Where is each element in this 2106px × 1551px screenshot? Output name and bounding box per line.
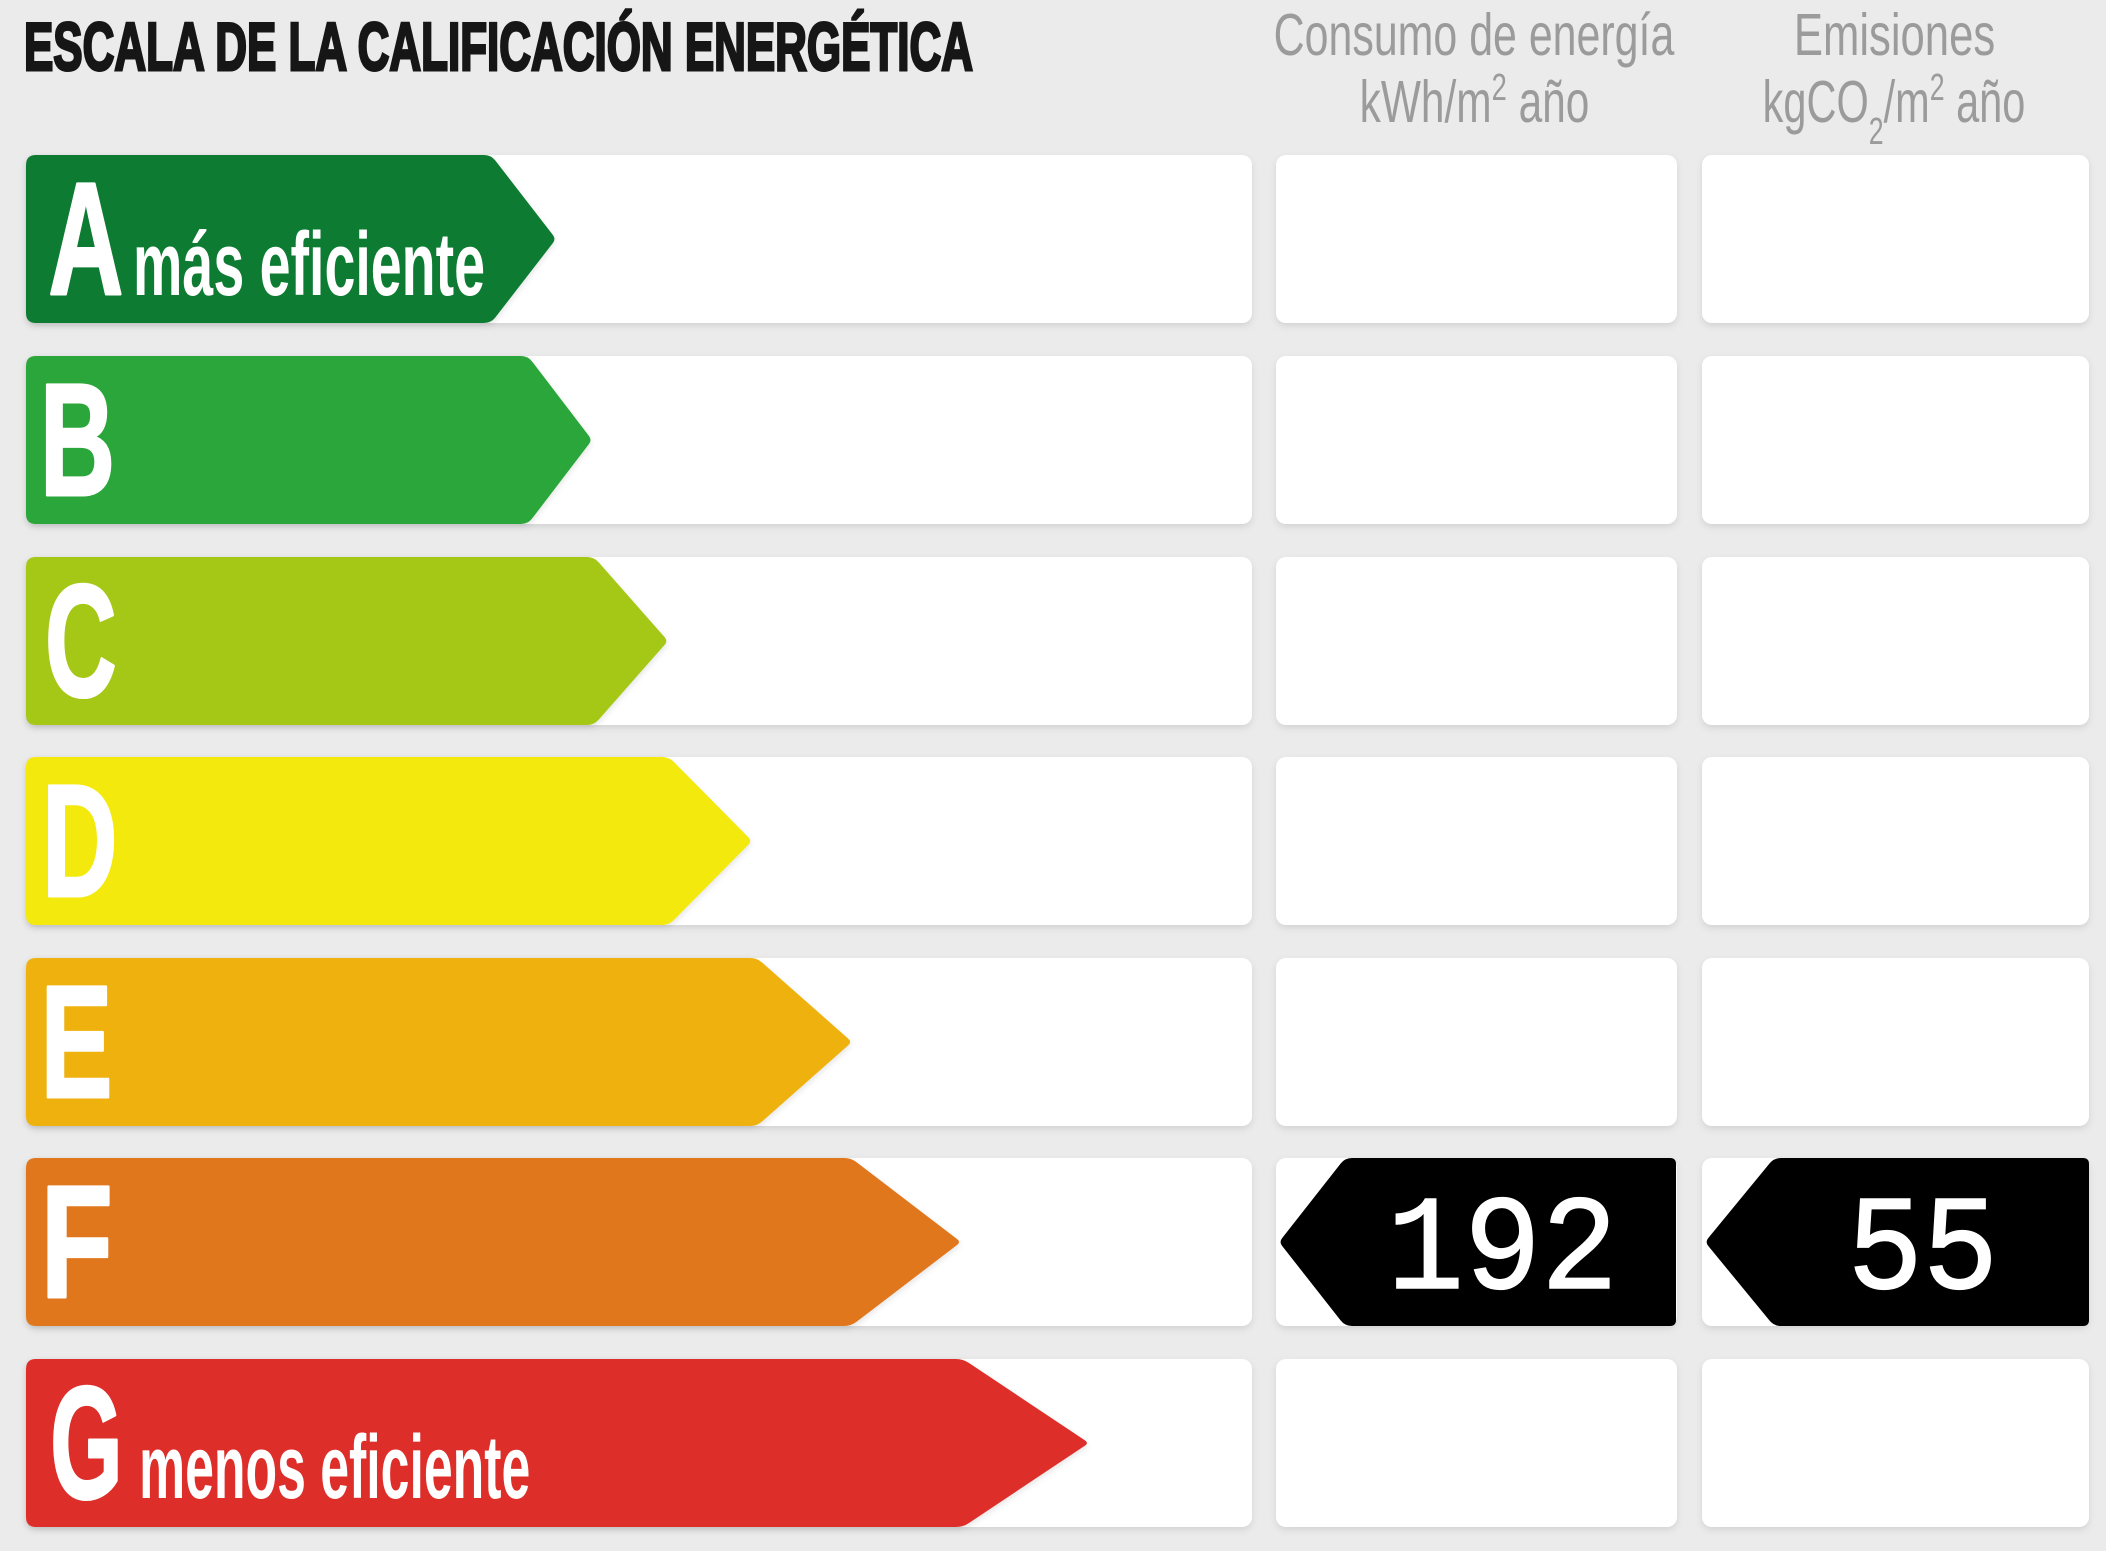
svg-text:B: B — [40, 350, 115, 529]
svg-text:ESCALA DE LA CALIFICACIÓN ENER: ESCALA DE LA CALIFICACIÓN ENERGÉTICA — [24, 9, 973, 85]
svg-text:D: D — [42, 752, 118, 931]
svg-text:E: E — [40, 952, 112, 1131]
svg-text:C: C — [45, 553, 117, 731]
svg-text:F: F — [41, 1153, 113, 1332]
svg-text:más eficiente: más eficiente — [133, 213, 485, 314]
svg-text:G: G — [50, 1354, 122, 1532]
svg-text:kWh/m2 año: kWh/m2 año — [1360, 67, 1590, 135]
svg-text:menos eficiente: menos eficiente — [139, 1417, 530, 1518]
svg-text:192: 192 — [1387, 1175, 1618, 1329]
svg-text:Consumo de energía: Consumo de energía — [1274, 1, 1675, 67]
svg-text:Emisiones: Emisiones — [1794, 2, 1995, 68]
svg-text:A: A — [49, 149, 124, 328]
svg-text:55: 55 — [1847, 1176, 1998, 1329]
